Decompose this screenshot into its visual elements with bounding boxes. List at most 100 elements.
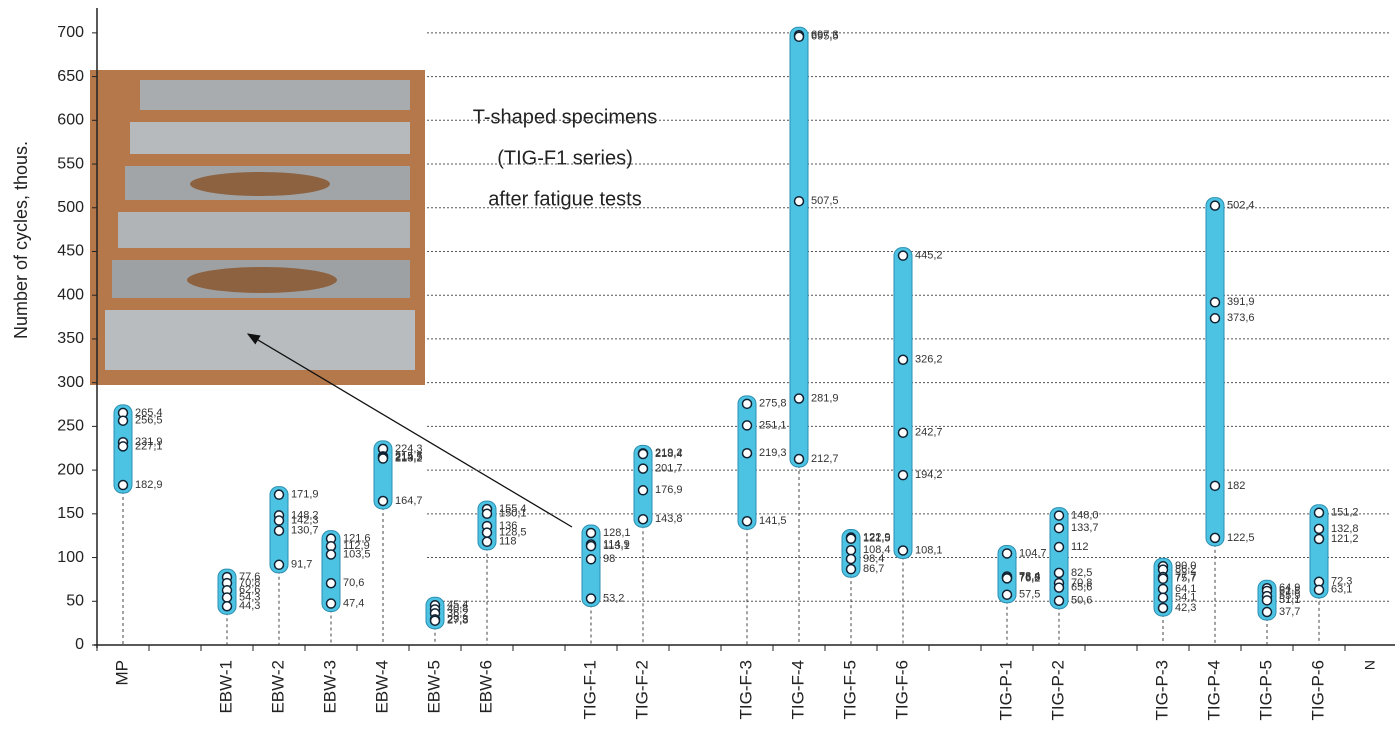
y-tick-label: 0 — [75, 636, 84, 653]
y-tick-label: 550 — [57, 155, 84, 172]
value-label: 98 — [603, 553, 615, 565]
value-label: 373,6 — [1227, 312, 1255, 324]
annotation-line: after fatigue tests — [488, 188, 641, 210]
value-label: 391,9 — [1227, 296, 1255, 308]
value-label: 44,3 — [239, 600, 260, 612]
data-point — [275, 526, 284, 535]
data-point — [1315, 508, 1324, 517]
data-point — [1315, 524, 1324, 533]
value-label: 70,6 — [343, 577, 364, 589]
specimen-cutout — [187, 267, 337, 293]
data-point — [1159, 593, 1168, 602]
value-label: 57,5 — [1019, 589, 1040, 601]
data-point — [639, 464, 648, 473]
value-label: 171,9 — [291, 489, 319, 501]
data-point — [275, 560, 284, 569]
data-point — [1263, 596, 1272, 605]
x-tick-label: TIG-F-3 — [736, 660, 755, 720]
data-point — [1263, 608, 1272, 617]
data-point — [847, 546, 856, 555]
value-label: 27,8 — [447, 615, 468, 627]
annotation-line: (TIG-F1 series) — [497, 147, 633, 169]
x-tick-label: TIG-P-6 — [1308, 660, 1327, 720]
data-point — [639, 515, 648, 524]
y-tick-label: 700 — [57, 24, 84, 41]
x-axis-label: N — [1362, 660, 1378, 670]
data-point — [1211, 298, 1220, 307]
value-label: 121,2 — [1331, 533, 1359, 545]
x-tick-label: EBW-1 — [216, 660, 235, 714]
data-point — [483, 528, 492, 537]
x-tick-label: MP — [112, 660, 131, 686]
value-label: 103,5 — [343, 548, 371, 560]
value-label: 130,7 — [291, 525, 319, 537]
data-point — [587, 528, 596, 537]
value-label: 695,5 — [811, 31, 839, 43]
value-label: 213,2 — [395, 452, 423, 464]
value-label: 242,7 — [915, 427, 943, 439]
data-point — [1159, 604, 1168, 613]
value-label: 219,3 — [759, 447, 787, 459]
value-label: 86,7 — [863, 563, 884, 575]
data-point — [1315, 535, 1324, 544]
specimen — [140, 80, 410, 110]
range-bar — [738, 396, 756, 529]
value-label: 507,5 — [811, 195, 839, 207]
value-label: 133,7 — [1071, 522, 1099, 534]
value-label: 141,5 — [759, 515, 787, 527]
value-label: 76,2 — [1019, 572, 1040, 584]
y-tick-label: 450 — [57, 243, 84, 260]
range-bar — [1206, 198, 1224, 546]
photo-inset — [90, 70, 425, 385]
data-point — [431, 616, 440, 625]
value-label: 47,4 — [343, 597, 364, 609]
data-point — [795, 32, 804, 41]
data-point — [639, 450, 648, 459]
range-bar — [894, 248, 912, 559]
value-label: 53,2 — [603, 592, 624, 604]
data-point — [275, 516, 284, 525]
value-label: 37,7 — [1279, 606, 1300, 618]
data-point — [223, 602, 232, 611]
data-point — [1211, 201, 1220, 210]
y-tick-label: 600 — [57, 112, 84, 129]
data-point — [1003, 590, 1012, 599]
data-point — [223, 593, 232, 602]
specimen — [105, 310, 415, 370]
data-point — [275, 490, 284, 499]
y-tick-label: 50 — [66, 592, 84, 609]
data-point — [1159, 574, 1168, 583]
y-tick-label: 650 — [57, 68, 84, 85]
value-label: 91,7 — [291, 559, 312, 571]
data-point — [743, 517, 752, 526]
data-point — [743, 399, 752, 408]
data-point — [847, 554, 856, 563]
data-point — [743, 421, 752, 430]
data-point — [795, 394, 804, 403]
data-point — [795, 454, 804, 463]
value-label: 50,6 — [1071, 595, 1092, 607]
value-label: 281,9 — [811, 392, 839, 404]
data-point — [899, 251, 908, 260]
data-point — [1211, 533, 1220, 542]
x-tick-label: TIG-F-2 — [632, 660, 651, 720]
data-point — [899, 546, 908, 555]
data-point — [587, 555, 596, 564]
data-point — [587, 542, 596, 551]
x-tick-label: EBW-2 — [268, 660, 287, 714]
data-point — [743, 449, 752, 458]
y-tick-label: 200 — [57, 461, 84, 478]
value-label: 121,5 — [863, 533, 891, 545]
data-point — [1211, 481, 1220, 490]
data-point — [899, 471, 908, 480]
x-tick-label: TIG-P-3 — [1152, 660, 1171, 720]
x-tick-label: TIG-F-6 — [892, 660, 911, 720]
y-tick-label: 250 — [57, 418, 84, 435]
data-point — [119, 481, 128, 490]
value-label: 218,4 — [655, 448, 683, 460]
annotation-line: T-shaped specimens — [473, 106, 658, 128]
value-label: 275,8 — [759, 398, 787, 410]
value-label: 63,1 — [1331, 584, 1352, 596]
value-label: 65,6 — [1071, 582, 1092, 594]
value-label: 194,2 — [915, 469, 943, 481]
